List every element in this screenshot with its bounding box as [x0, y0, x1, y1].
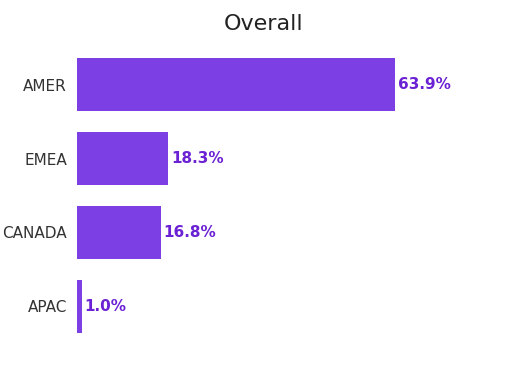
Text: 63.9%: 63.9%	[398, 77, 451, 92]
Text: 1.0%: 1.0%	[85, 299, 127, 314]
Text: 18.3%: 18.3%	[171, 151, 224, 166]
Bar	[77, 132, 168, 185]
Bar	[77, 280, 82, 333]
Bar	[77, 206, 161, 259]
Title: Overall: Overall	[224, 14, 304, 34]
Text: 16.8%: 16.8%	[163, 225, 216, 240]
Bar	[77, 58, 395, 111]
